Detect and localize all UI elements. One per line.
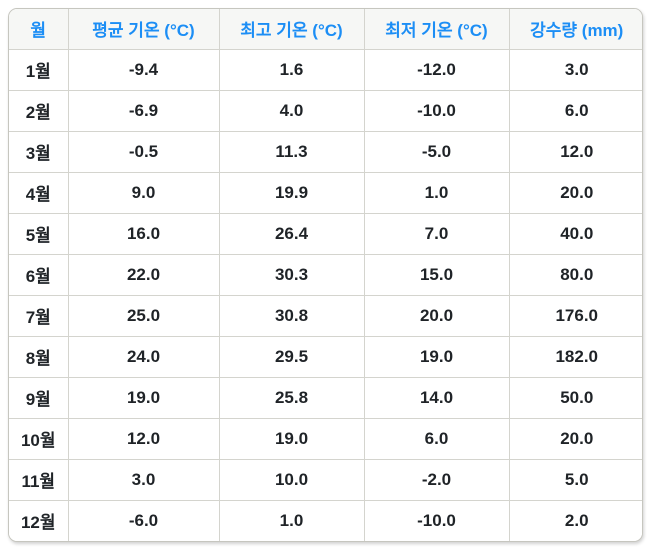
avg-temp-cell: -6.0 [67,499,220,541]
max-temp-cell: 30.3 [218,253,365,296]
avg-temp-cell: 24.0 [67,335,220,378]
table-row: 12월 -6.0 1.0 -10.0 2.0 [9,499,642,541]
table-row: 6월 22.0 30.3 15.0 80.0 [9,253,642,296]
max-temp-cell: 26.4 [218,212,365,255]
min-temp-cell: 7.0 [363,212,510,255]
precipitation-cell: 176.0 [508,294,642,337]
avg-temp-cell: 25.0 [67,294,220,337]
precipitation-cell: 3.0 [508,48,642,91]
max-temp-cell: 1.0 [218,499,365,541]
max-temp-cell: 1.6 [218,48,365,91]
precipitation-cell: 20.0 [508,417,642,460]
month-cell: 4월 [9,171,69,214]
avg-temp-cell: -0.5 [67,130,220,173]
table-row: 8월 24.0 29.5 19.0 182.0 [9,335,642,378]
min-temp-cell: 6.0 [363,417,510,460]
max-temp-cell: 25.8 [218,376,365,419]
climate-table: 월 평균 기온 (°C) 최고 기온 (°C) 최저 기온 (°C) 강수량 (… [9,9,642,541]
min-temp-cell: -10.0 [363,499,510,541]
max-temp-cell: 19.0 [218,417,365,460]
max-temp-cell: 30.8 [218,294,365,337]
table-row: 7월 25.0 30.8 20.0 176.0 [9,294,642,337]
min-temp-cell: -12.0 [363,48,510,91]
month-cell: 9월 [9,376,69,419]
month-cell: 6월 [9,253,69,296]
table-row: 4월 9.0 19.9 1.0 20.0 [9,171,642,214]
max-temp-cell: 11.3 [218,130,365,173]
column-header-month: 월 [9,9,69,50]
min-temp-cell: -10.0 [363,89,510,132]
avg-temp-cell: -9.4 [67,48,220,91]
month-cell: 3월 [9,130,69,173]
table-row: 9월 19.0 25.8 14.0 50.0 [9,376,642,419]
max-temp-cell: 10.0 [218,458,365,501]
max-temp-cell: 4.0 [218,89,365,132]
column-header-max-temp: 최고 기온 (°C) [218,9,365,50]
precipitation-cell: 80.0 [508,253,642,296]
month-cell: 7월 [9,294,69,337]
min-temp-cell: -5.0 [363,130,510,173]
column-header-avg-temp: 평균 기온 (°C) [67,9,220,50]
max-temp-cell: 29.5 [218,335,365,378]
table-row: 10월 12.0 19.0 6.0 20.0 [9,417,642,460]
avg-temp-cell: 16.0 [67,212,220,255]
month-cell: 11월 [9,458,69,501]
precipitation-cell: 182.0 [508,335,642,378]
month-cell: 2월 [9,89,69,132]
avg-temp-cell: 22.0 [67,253,220,296]
precipitation-cell: 50.0 [508,376,642,419]
table-header-row: 월 평균 기온 (°C) 최고 기온 (°C) 최저 기온 (°C) 강수량 (… [9,9,642,50]
table-row: 5월 16.0 26.4 7.0 40.0 [9,212,642,255]
table-row: 2월 -6.9 4.0 -10.0 6.0 [9,89,642,132]
max-temp-cell: 19.9 [218,171,365,214]
precipitation-cell: 20.0 [508,171,642,214]
min-temp-cell: -2.0 [363,458,510,501]
precipitation-cell: 6.0 [508,89,642,132]
climate-table-card: 월 평균 기온 (°C) 최고 기온 (°C) 최저 기온 (°C) 강수량 (… [8,8,643,542]
table-row: 3월 -0.5 11.3 -5.0 12.0 [9,130,642,173]
column-header-precipitation: 강수량 (mm) [508,9,642,50]
avg-temp-cell: -6.9 [67,89,220,132]
month-cell: 8월 [9,335,69,378]
avg-temp-cell: 12.0 [67,417,220,460]
avg-temp-cell: 9.0 [67,171,220,214]
min-temp-cell: 14.0 [363,376,510,419]
precipitation-cell: 40.0 [508,212,642,255]
precipitation-cell: 12.0 [508,130,642,173]
table-row: 1월 -9.4 1.6 -12.0 3.0 [9,48,642,91]
precipitation-cell: 5.0 [508,458,642,501]
month-cell: 5월 [9,212,69,255]
month-cell: 10월 [9,417,69,460]
table-row: 11월 3.0 10.0 -2.0 5.0 [9,458,642,501]
month-cell: 1월 [9,48,69,91]
min-temp-cell: 19.0 [363,335,510,378]
min-temp-cell: 20.0 [363,294,510,337]
precipitation-cell: 2.0 [508,499,642,541]
avg-temp-cell: 19.0 [67,376,220,419]
table-body: 1월 -9.4 1.6 -12.0 3.0 2월 -6.9 4.0 -10.0 … [9,48,642,541]
min-temp-cell: 1.0 [363,171,510,214]
min-temp-cell: 15.0 [363,253,510,296]
avg-temp-cell: 3.0 [67,458,220,501]
month-cell: 12월 [9,499,69,541]
column-header-min-temp: 최저 기온 (°C) [363,9,510,50]
